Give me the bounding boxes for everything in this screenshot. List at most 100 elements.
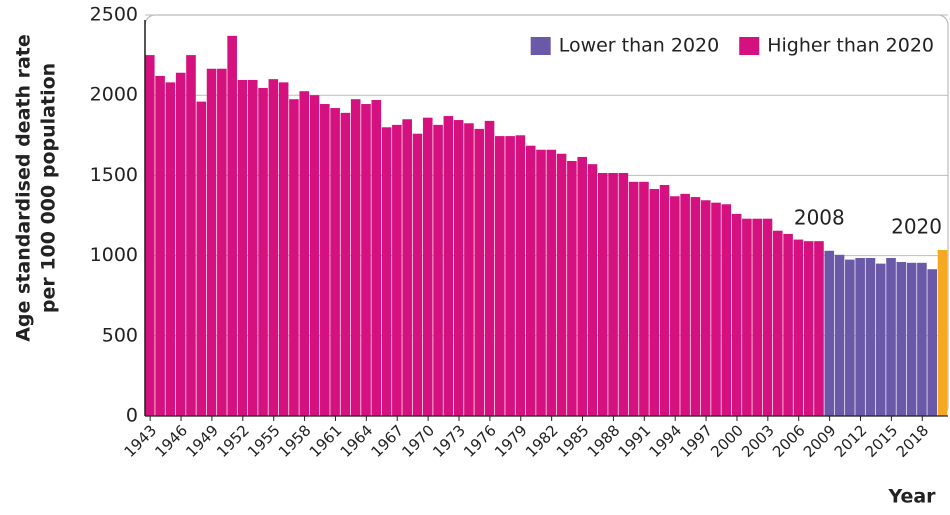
y-axis-title: Age standardised death rate [13, 34, 35, 342]
x-tick-label: 1979 [491, 421, 531, 461]
bar [495, 136, 505, 417]
bar [546, 149, 557, 416]
bar [299, 91, 310, 416]
bar [649, 189, 660, 416]
bar [937, 249, 948, 416]
bar [556, 153, 567, 416]
bar [567, 160, 577, 416]
bar [639, 181, 649, 416]
bar [618, 172, 629, 416]
bar [927, 269, 938, 416]
y-tick-label: 2500 [90, 4, 138, 26]
bar [845, 259, 855, 416]
x-tick-label: 2018 [893, 421, 933, 461]
y-tick-label: 0 [126, 405, 138, 427]
x-tick-label: 1946 [151, 421, 191, 461]
x-tick-label: 2015 [862, 421, 902, 461]
bar [402, 119, 412, 416]
bar [412, 133, 423, 417]
bar [803, 241, 814, 416]
bar [690, 197, 701, 416]
legend-label: Higher than 2020 [767, 35, 934, 57]
x-tick-label: 2012 [831, 421, 871, 461]
x-tick-label: 1949 [182, 421, 222, 461]
x-tick-label: 1958 [275, 421, 315, 461]
bar [742, 218, 752, 416]
bar [392, 124, 402, 417]
bar [896, 262, 907, 416]
bar [217, 68, 227, 416]
bar [227, 35, 237, 417]
bar [474, 128, 485, 416]
annotation: 2020 [891, 214, 942, 238]
bar [340, 112, 351, 417]
x-axis-title: Year [887, 486, 936, 508]
bar [443, 116, 454, 416]
bar [659, 185, 670, 416]
bar [886, 258, 896, 416]
bar [165, 82, 176, 417]
bar [247, 79, 258, 416]
x-tick-label: 1964 [337, 421, 377, 461]
x-tick-label: 1961 [306, 421, 346, 461]
bar [752, 218, 762, 416]
bar [783, 233, 793, 416]
bar [196, 101, 207, 416]
bar [670, 196, 680, 416]
bar [597, 172, 608, 416]
bar [464, 123, 474, 417]
bar [278, 82, 289, 417]
y-tick-label: 1000 [90, 244, 138, 266]
bar [824, 250, 835, 416]
x-tick-label: 2000 [707, 421, 747, 461]
bar [433, 124, 443, 417]
y-axis-title: per 100 000 population [38, 63, 60, 313]
bar [175, 72, 186, 416]
bar [906, 262, 917, 416]
bar [422, 117, 433, 416]
bar [155, 75, 165, 417]
x-tick-label: 1973 [429, 421, 469, 461]
x-tick-label: 1952 [213, 421, 253, 461]
bar [515, 135, 526, 417]
legend-swatch [530, 37, 551, 55]
bar [309, 95, 320, 416]
x-tick-label: 1976 [460, 421, 500, 461]
bar [258, 87, 268, 417]
bar [330, 108, 340, 417]
bar [721, 204, 732, 416]
legend-swatch [739, 37, 760, 55]
bar [680, 193, 690, 416]
x-tick-label: 1982 [522, 421, 562, 461]
bar [587, 164, 598, 416]
bar [536, 149, 546, 416]
bar [875, 263, 886, 416]
x-tick-label: 1955 [244, 421, 284, 461]
x-tick-label: 1991 [615, 421, 655, 461]
bar [525, 145, 536, 416]
bar [793, 239, 804, 416]
bar [834, 254, 845, 416]
bar [453, 120, 464, 416]
legend-label: Lower than 2020 [559, 35, 720, 57]
x-tick-label: 2003 [738, 421, 778, 461]
y-tick-label: 1500 [90, 164, 138, 186]
bar [762, 218, 773, 416]
bar [371, 100, 382, 417]
y-tick-label: 2000 [90, 84, 138, 106]
x-tick-label: 2009 [800, 421, 840, 461]
bar [186, 55, 196, 416]
bar [206, 68, 217, 416]
bar [917, 262, 927, 416]
x-tick-label: 1967 [368, 421, 408, 461]
bar [350, 99, 361, 417]
x-tick-label: 1943 [120, 421, 160, 461]
x-tick-label: 1997 [676, 421, 716, 461]
x-tick-label: 1985 [553, 421, 593, 461]
x-tick-label: 1970 [398, 421, 438, 461]
x-tick-label: 1988 [584, 421, 624, 461]
x-tick-label: 1994 [645, 421, 685, 461]
bar [145, 55, 155, 416]
bar [731, 213, 742, 416]
bar [505, 136, 515, 417]
